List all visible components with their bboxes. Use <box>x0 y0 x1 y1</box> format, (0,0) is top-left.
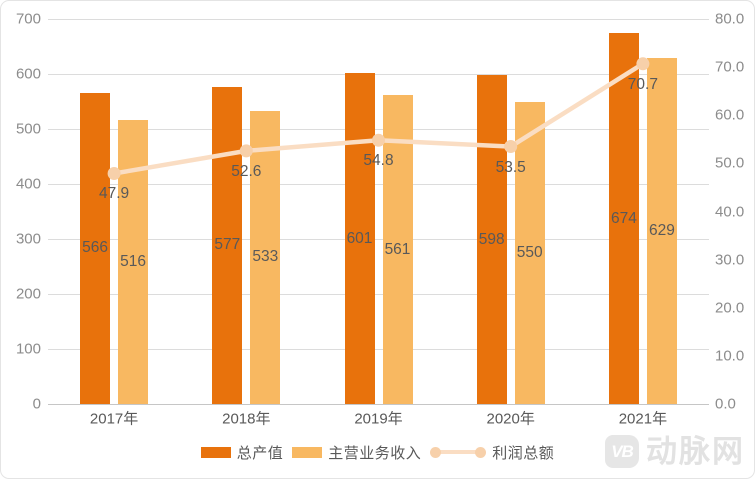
x-axis-label-2019年: 2019年 <box>354 410 403 428</box>
right-axis-tick: 50.0 <box>715 154 745 172</box>
line-value-label: 53.5 <box>495 158 526 176</box>
bar-value-label: 629 <box>648 222 675 240</box>
x-axis-label-2020年: 2020年 <box>486 410 535 428</box>
gridline <box>48 239 709 240</box>
gridline <box>48 294 709 295</box>
line-value-label: 54.8 <box>363 152 394 170</box>
bar-总产值-2017年 <box>80 92 111 404</box>
right-axis-tick: 0.0 <box>715 395 736 413</box>
bar-value-label: 601 <box>346 229 373 247</box>
bar-value-label: 561 <box>384 240 411 258</box>
left-axis-tick: 400 <box>15 175 41 193</box>
left-axis-tick: 600 <box>15 65 41 83</box>
bar-value-label: 674 <box>610 209 637 227</box>
bar-value-label: 516 <box>120 253 147 271</box>
left-axis-tick: 700 <box>15 10 41 28</box>
bar-value-label: 533 <box>252 248 279 266</box>
x-axis-label-2017年: 2017年 <box>89 410 139 428</box>
vb-logo-icon: VB <box>605 435 639 468</box>
x-axis-line <box>48 404 709 405</box>
bar-主营业务收入-2021年 <box>646 58 677 404</box>
gridline <box>48 349 709 350</box>
x-axis-label-2021年: 2021年 <box>618 410 668 428</box>
legend-line-dot-left <box>430 446 442 458</box>
left-axis-tick: 0 <box>32 395 41 413</box>
x-axis-label-2018年: 2018年 <box>222 410 271 428</box>
right-axis-tick: 70.0 <box>715 58 745 76</box>
right-axis-tick: 40.0 <box>715 203 745 220</box>
legend-swatch-bar-1 <box>200 446 231 458</box>
legend-item-main-revenue: 主营业务收入 <box>292 442 421 463</box>
left-axis-tick: 500 <box>15 120 41 138</box>
line-value-label: 52.6 <box>231 162 262 180</box>
brand-name: 动脉网 <box>646 434 745 469</box>
right-axis-tick: 20.0 <box>715 299 745 317</box>
vcbeat-watermark: VB 动脉网 <box>605 435 745 468</box>
bar-value-label: 566 <box>82 239 109 257</box>
legend-label-main-revenue: 主营业务收入 <box>328 444 422 462</box>
right-axis-tick: 60.0 <box>715 106 745 124</box>
bar-value-label: 577 <box>214 236 241 254</box>
left-axis-tick: 300 <box>15 230 41 248</box>
legend-item-gross-output: 总产值 <box>200 442 284 463</box>
right-axis-tick: 10.0 <box>715 347 745 365</box>
legend-label-gross-output: 总产值 <box>236 444 284 462</box>
legend-line-symbol <box>430 446 487 458</box>
chart-legend: 总产值 主营业务收入 利润总额 <box>1 442 754 463</box>
line-value-label: 70.7 <box>627 75 658 93</box>
bar-value-label: 598 <box>478 230 505 248</box>
left-axis-tick: 100 <box>15 340 41 358</box>
legend-label-total-profit: 利润总额 <box>492 444 555 462</box>
legend-item-total-profit: 利润总额 <box>430 442 554 463</box>
gridline <box>48 19 709 20</box>
vb-logo-letters: VB <box>611 441 634 461</box>
gridline <box>48 184 709 185</box>
line-value-label: 47.9 <box>99 185 130 203</box>
legend-swatch-bar-2 <box>292 446 323 458</box>
right-axis-tick: 30.0 <box>715 251 745 269</box>
legend-line-dot-right <box>475 446 487 458</box>
bar-value-label: 550 <box>516 243 543 261</box>
legend-line-segment <box>432 450 485 454</box>
left-axis-tick: 200 <box>15 285 41 303</box>
right-axis-tick: 80.0 <box>715 10 745 28</box>
